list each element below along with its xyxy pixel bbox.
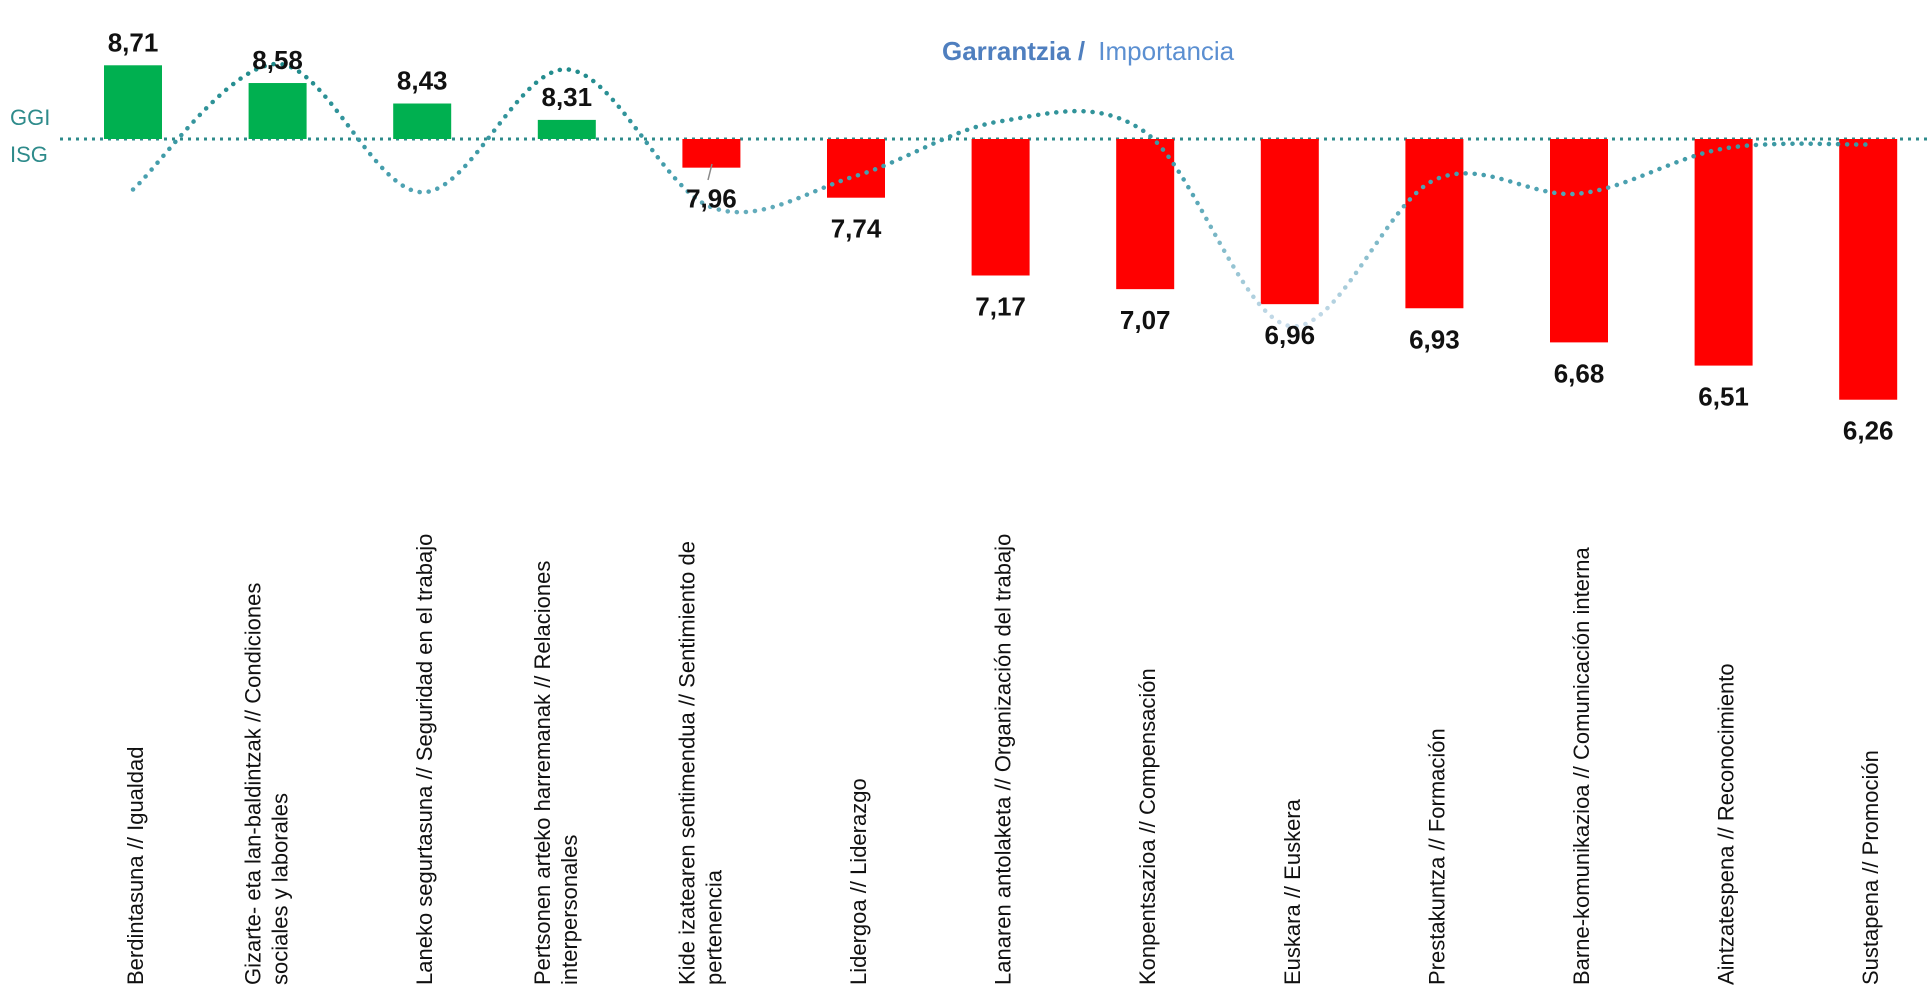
category-label: Gizarte- eta lan-baldintzak // Condicion… (241, 583, 293, 985)
value-label: 6,93 (1409, 324, 1460, 354)
bar (1116, 139, 1175, 290)
category-label-line: Laneko segurtasuna // Seguridad en el tr… (412, 534, 437, 985)
category-label-line: Kide izatearen sentimendua // Sentimient… (674, 541, 699, 985)
category-label-line: Pertsonen arteko harremanak // Relacione… (530, 561, 555, 985)
category-label-line: Aintzatespena // Reconocimiento (1714, 663, 1739, 985)
bar (104, 65, 162, 139)
importance-curve (130, 61, 1871, 329)
bar (1839, 139, 1898, 400)
category-labels: Berdintasuna // Igualdad Gizarte- eta lan… (123, 534, 1883, 985)
value-label: 8,43 (397, 66, 448, 96)
value-label: 6,96 (1264, 320, 1315, 350)
value-label: 7,17 (975, 292, 1026, 322)
legend: Garrantzia / Importancia (942, 36, 1235, 66)
bar (1405, 139, 1464, 309)
category-label: Kide izatearen sentimendua // Sentimient… (674, 541, 726, 985)
category-label: Lidergoa // Liderazgo (846, 778, 871, 985)
category-label: Berdintasuna // Igualdad (123, 746, 148, 985)
bar (971, 139, 1030, 276)
category-label-line: Berdintasuna // Igualdad (123, 746, 148, 985)
category-label: Pertsonen arteko harremanak // Relacione… (530, 561, 582, 985)
value-label: 6,51 (1698, 382, 1749, 412)
category-label: Barne-komunikazioa // Comunicación inter… (1569, 546, 1594, 985)
reference-label: GGI (10, 105, 50, 130)
bar (1694, 139, 1753, 366)
value-label: 7,07 (1120, 305, 1171, 335)
legend-normal: Importancia (1098, 36, 1234, 66)
leader-line (707, 163, 713, 181)
category-label: Euskara // Euskera (1280, 798, 1305, 985)
value-label: 8,71 (108, 27, 159, 57)
value-label: 6,26 (1843, 416, 1894, 446)
category-label-line: Konpentsazioa // Compensación (1135, 668, 1160, 985)
category-label-line: Euskara // Euskera (1280, 798, 1305, 985)
category-label-line: Prestakuntza // Formación (1424, 728, 1449, 985)
bar (248, 83, 307, 139)
value-label: 8,31 (541, 82, 592, 112)
category-label: Aintzatespena // Reconocimiento (1714, 663, 1739, 985)
category-label: Konpentsazioa // Compensación (1135, 668, 1160, 985)
legend-bold: Garrantzia / (942, 36, 1085, 66)
bars (104, 65, 1898, 400)
value-label: 8,58 (252, 45, 303, 75)
bar (537, 119, 596, 139)
value-labels: 8,71 8,58 8,43 8,31 7,96 7,74 7,17 7,07 6,96 6,93… (108, 27, 1894, 445)
value-label: 6,68 (1554, 358, 1605, 388)
category-label: Prestakuntza // Formación (1424, 728, 1449, 985)
category-label-line: sociales y laborales (268, 793, 293, 985)
category-label: Lanaren antolaketa // Organización del t… (991, 534, 1016, 985)
category-label-line: pertenencia (701, 869, 726, 985)
category-label-line: Lidergoa // Liderazgo (846, 778, 871, 985)
reference-line-group: GGI ISG (10, 105, 1927, 167)
bar (393, 103, 452, 139)
bar (682, 139, 741, 168)
value-label: 7,74 (831, 214, 882, 244)
reference-label: ISG (10, 142, 48, 167)
category-label-line: Sustapena // Promoción (1858, 750, 1883, 985)
value-label: 7,96 (686, 184, 737, 214)
category-label: Sustapena // Promoción (1858, 750, 1883, 985)
category-label-line: Lanaren antolaketa // Organización del t… (991, 534, 1016, 985)
importance-curve-group (130, 61, 1871, 329)
category-label-line: Barne-komunikazioa // Comunicación inter… (1569, 546, 1594, 985)
category-label-line: Gizarte- eta lan-baldintzak // Condicion… (241, 583, 266, 985)
bar (1550, 139, 1608, 343)
category-label: Laneko segurtasuna // Seguridad en el tr… (412, 534, 437, 985)
bar (1260, 139, 1319, 305)
category-label-line: interpersonales (557, 835, 582, 985)
